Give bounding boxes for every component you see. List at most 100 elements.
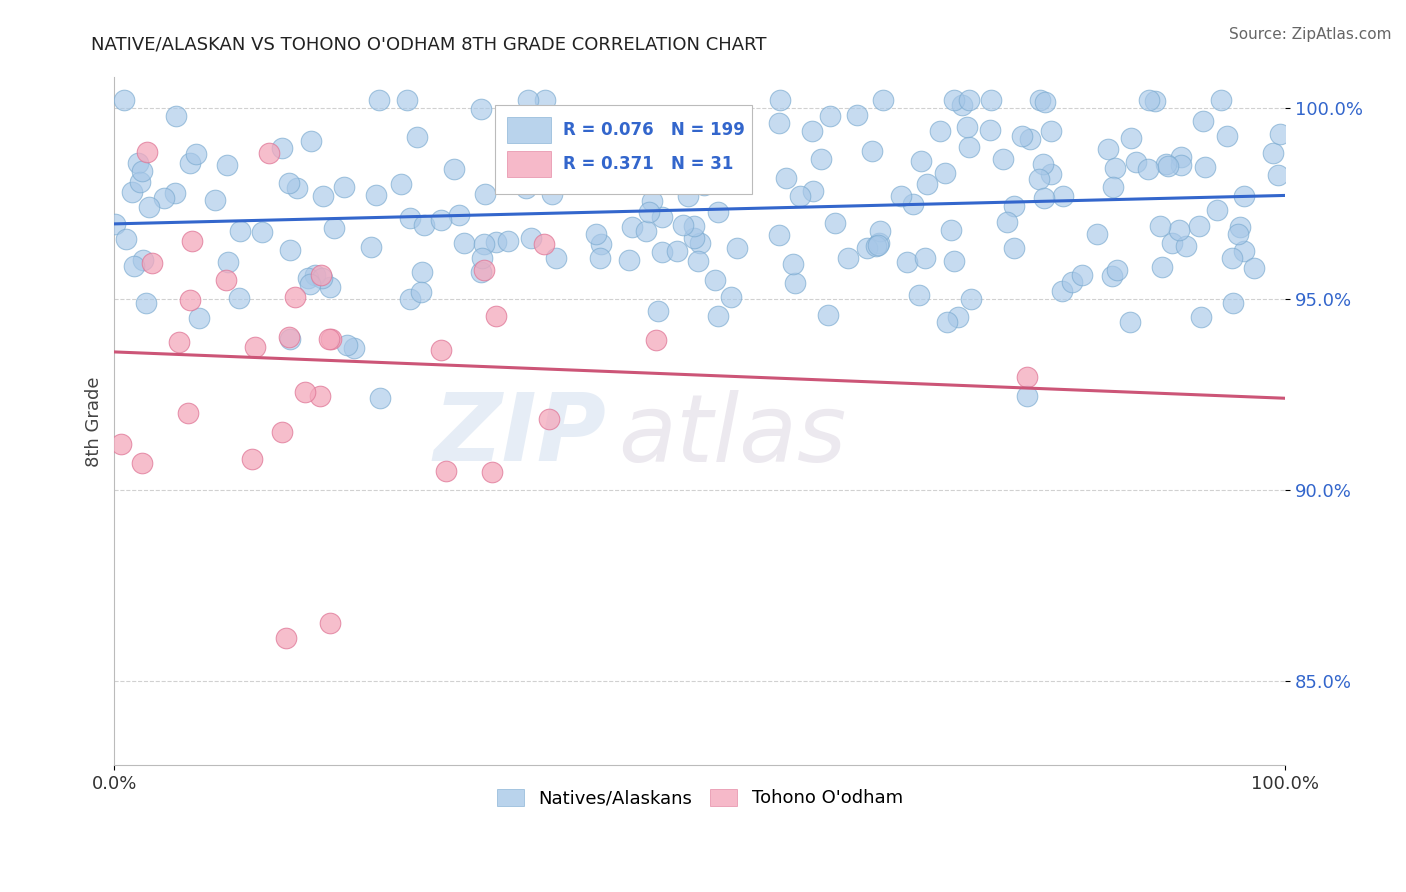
Point — [939, 223, 962, 237]
Point — [179, 293, 201, 308]
Point — [860, 144, 883, 158]
Point — [689, 236, 711, 251]
Point — [1125, 155, 1147, 169]
Point — [855, 241, 877, 255]
Point — [651, 210, 673, 224]
Point — [517, 94, 540, 108]
Point — [824, 216, 846, 230]
Text: Source: ZipAtlas.com: Source: ZipAtlas.com — [1229, 27, 1392, 42]
Point — [1015, 389, 1038, 403]
Point — [634, 224, 657, 238]
Point — [868, 236, 890, 251]
Point — [138, 200, 160, 214]
Point — [367, 94, 389, 108]
Point — [323, 220, 346, 235]
Point — [277, 330, 299, 344]
Point — [768, 116, 790, 130]
Point — [869, 224, 891, 238]
Point — [122, 260, 145, 274]
Point — [112, 94, 135, 108]
Point — [259, 146, 281, 161]
FancyBboxPatch shape — [506, 151, 551, 178]
Point — [641, 194, 664, 208]
Point — [707, 309, 730, 323]
Point — [430, 212, 453, 227]
Point — [991, 153, 1014, 167]
Point — [546, 251, 568, 265]
Point — [1233, 244, 1256, 258]
Point — [530, 139, 553, 153]
Point — [127, 156, 149, 170]
Point — [366, 187, 388, 202]
Point — [1170, 158, 1192, 172]
Point — [1107, 262, 1129, 277]
Point — [299, 134, 322, 148]
Point — [775, 171, 797, 186]
Point — [817, 308, 839, 322]
Point — [270, 140, 292, 154]
Point — [1062, 276, 1084, 290]
Point — [1191, 114, 1213, 128]
Point — [214, 273, 236, 287]
Point — [1157, 159, 1180, 173]
Point — [1152, 260, 1174, 274]
Point — [652, 129, 675, 144]
Point — [319, 615, 342, 630]
Point — [1194, 160, 1216, 174]
Text: NATIVE/ALASKAN VS TOHONO O'ODHAM 8TH GRADE CORRELATION CHART: NATIVE/ALASKAN VS TOHONO O'ODHAM 8TH GRA… — [91, 36, 766, 54]
Point — [179, 156, 201, 170]
Point — [294, 385, 316, 400]
Point — [950, 98, 973, 112]
Point — [297, 271, 319, 285]
Point — [1119, 315, 1142, 329]
Point — [1136, 161, 1159, 176]
Point — [250, 225, 273, 239]
Point — [865, 238, 887, 252]
Point — [915, 178, 938, 192]
Point — [688, 253, 710, 268]
Point — [277, 176, 299, 190]
Point — [411, 285, 433, 300]
Point — [308, 389, 330, 403]
Point — [274, 631, 297, 645]
Point — [187, 311, 209, 326]
Point — [1226, 227, 1249, 242]
Point — [1215, 129, 1237, 144]
Point — [1018, 132, 1040, 146]
Point — [929, 124, 952, 138]
Point — [1167, 223, 1189, 237]
Point — [474, 187, 496, 202]
Point — [443, 162, 465, 177]
Point — [540, 186, 562, 201]
Point — [312, 189, 335, 203]
Point — [360, 240, 382, 254]
Point — [406, 130, 429, 145]
Point — [413, 218, 436, 232]
Point — [896, 254, 918, 268]
Point — [245, 340, 267, 354]
Point — [167, 334, 190, 349]
Point — [995, 215, 1018, 229]
Text: R = 0.076   N = 199: R = 0.076 N = 199 — [562, 120, 745, 139]
Point — [957, 94, 980, 108]
Point — [284, 290, 307, 304]
Point — [1143, 94, 1166, 108]
Point — [845, 108, 868, 122]
Point — [285, 181, 308, 195]
Point — [110, 437, 132, 451]
Point — [638, 205, 661, 219]
Point — [165, 186, 187, 200]
FancyBboxPatch shape — [495, 105, 752, 194]
Point — [785, 276, 807, 290]
Point — [1161, 236, 1184, 251]
Point — [132, 252, 155, 267]
Point — [588, 112, 610, 126]
Point — [1149, 219, 1171, 233]
Point — [519, 231, 541, 245]
Point — [1211, 94, 1233, 108]
Point — [707, 205, 730, 219]
Point — [800, 124, 823, 138]
Y-axis label: 8th Grade: 8th Grade — [86, 376, 103, 467]
Point — [672, 219, 695, 233]
Point — [872, 94, 894, 108]
